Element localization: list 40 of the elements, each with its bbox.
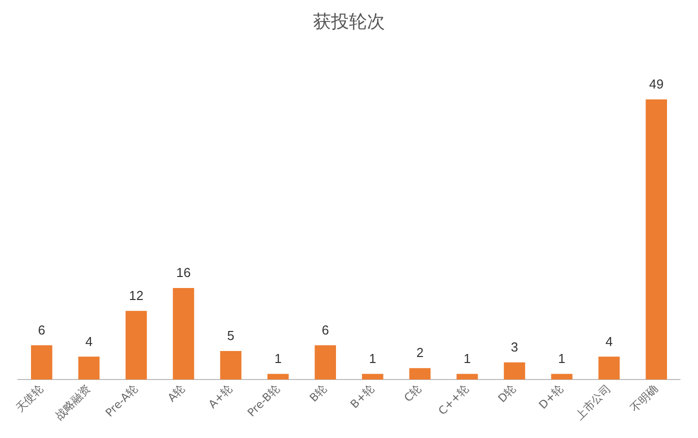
bar — [456, 374, 478, 380]
x-tick-label: 不明确 — [628, 382, 660, 415]
x-tick-label: A+轮 — [206, 382, 235, 411]
data-label: 1 — [369, 350, 376, 366]
bar — [172, 288, 194, 380]
bar — [362, 374, 384, 380]
data-label: 2 — [416, 345, 424, 360]
x-tick-label: A轮 — [165, 382, 188, 404]
x-tick-label: B+轮 — [348, 382, 377, 411]
data-label: 12 — [128, 288, 144, 304]
data-label: 16 — [176, 265, 191, 280]
x-tick-label: D轮 — [496, 382, 519, 406]
bar — [31, 345, 52, 380]
data-label: 5 — [227, 328, 234, 344]
bar — [267, 374, 289, 380]
bar — [504, 362, 526, 380]
bar — [220, 350, 242, 380]
data-label: 49 — [649, 76, 664, 92]
x-tick-label: 战略融资 — [52, 382, 94, 422]
bar — [646, 99, 667, 380]
bar — [409, 368, 431, 380]
data-label: 1 — [464, 350, 471, 366]
data-label: 4 — [85, 334, 93, 349]
x-tick-label: C轮 — [402, 382, 424, 405]
x-tick-label: D+轮 — [536, 382, 566, 412]
bar — [598, 356, 620, 380]
data-label: 6 — [322, 322, 329, 338]
x-tick-label: 天使轮 — [13, 382, 46, 415]
bar — [126, 310, 147, 380]
bar — [78, 356, 100, 380]
data-label: 4 — [605, 334, 613, 349]
data-label: 1 — [274, 350, 282, 366]
x-tick-label: B轮 — [307, 382, 330, 404]
data-label: 3 — [510, 339, 518, 354]
data-label: 6 — [38, 322, 46, 338]
bar — [551, 374, 572, 380]
bar — [314, 345, 336, 380]
x-tick-label: 上市公司 — [572, 382, 614, 422]
data-label: 1 — [558, 350, 566, 366]
chart-title: 获投轮次 — [313, 11, 385, 32]
